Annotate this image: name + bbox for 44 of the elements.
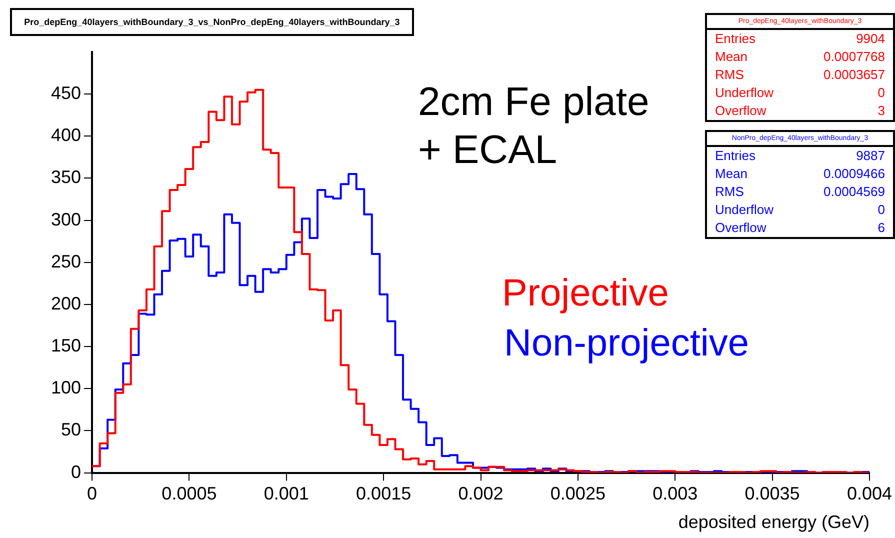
annotation: Underflow (715, 85, 774, 101)
text: Projective (502, 272, 669, 314)
annotation: Overflow (715, 103, 766, 119)
text: 3 (878, 103, 885, 119)
y-tick-label: 400 (50, 125, 82, 146)
annotation: Underflow (715, 202, 774, 218)
text: 0 (878, 202, 885, 218)
text: Entries (715, 31, 756, 47)
annotation: 9887 (856, 148, 885, 164)
y-tick-label: 100 (50, 378, 82, 398)
x-tick-label: 0.0005 (162, 484, 217, 504)
x-tick-label: 0 (87, 484, 98, 504)
annotation: RMS (715, 67, 744, 83)
annotation: Overflow (715, 220, 766, 236)
x-tick-label: 0.002 (458, 484, 504, 504)
x-tick-label: 0.0015 (356, 484, 412, 504)
x-tick-label: 0.0035 (744, 484, 800, 504)
annotation: 0.0003657 (824, 67, 885, 83)
annotation: 0.0009466 (824, 166, 885, 182)
text: 6 (878, 220, 885, 236)
annotation: Mean (715, 49, 748, 65)
annotation: Entries (715, 148, 756, 164)
annotation: 0.0007768 (824, 49, 885, 65)
y-tick-label: 50 (61, 420, 82, 440)
x-tick-label: 0.004 (846, 484, 892, 504)
y-tick-label: 250 (50, 251, 82, 272)
y-tick-label: 0 (71, 462, 82, 482)
x-tick-label: 0.0025 (550, 484, 606, 504)
annotation: 0.0004569 (824, 184, 885, 200)
annotation: RMS (715, 184, 744, 200)
text: 9904 (856, 31, 885, 47)
text: Non-projective (504, 322, 749, 364)
x-tick-label: 0.001 (264, 484, 309, 504)
y-tick-label: 450 (50, 83, 82, 104)
y-tick-label: 150 (50, 336, 82, 356)
annotation: Mean (715, 166, 748, 182)
x-tick-label: 0.003 (652, 484, 698, 504)
x-axis-title: deposited energy (GeV) (678, 512, 870, 532)
y-tick-label: 300 (50, 209, 82, 230)
y-tick-label: 200 (50, 293, 82, 314)
annotation: 2cm Fe plate + ECAL (418, 80, 650, 172)
chart-title: Pro_depEng_40layers_withBoundary_3_vs_NonPro_depEng_40layers_withBoundary_3 (10, 8, 414, 36)
y-tick-label: 350 (50, 167, 82, 188)
text: 0 (878, 85, 885, 101)
